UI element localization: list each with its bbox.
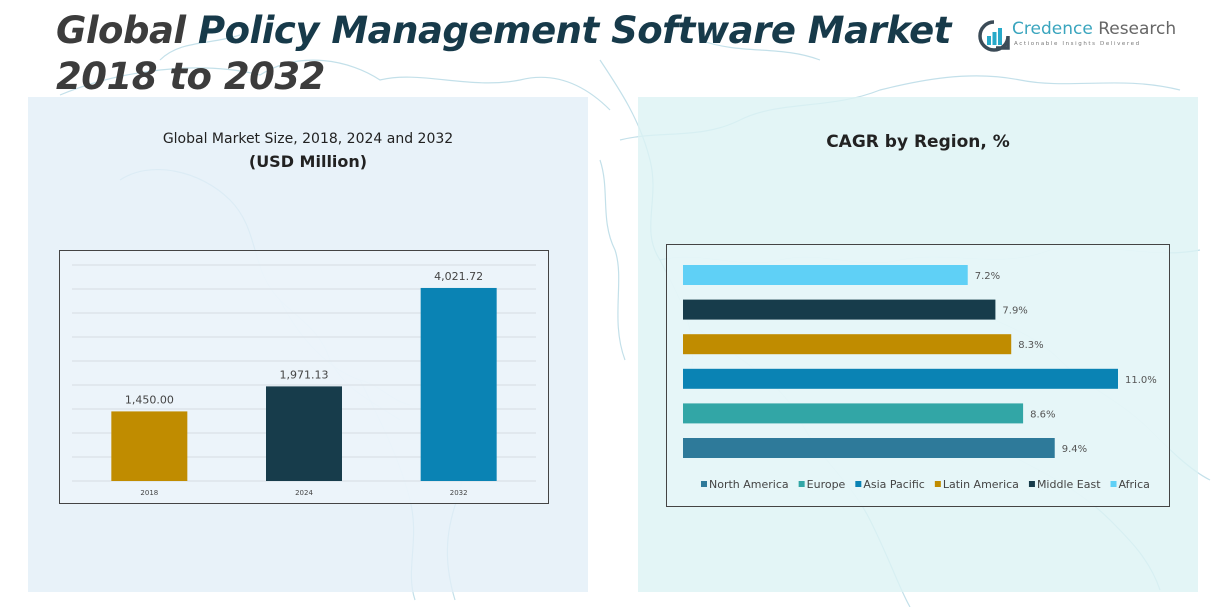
market-size-subtitle: (USD Million) — [248, 152, 368, 171]
legend-label: Africa — [1119, 478, 1150, 491]
market-size-panel: Global Market Size, 2018, 2024 and 2032 … — [28, 97, 588, 592]
logo-tagline: Actionable Insights Delivered — [1014, 41, 1141, 47]
cagr-horizontal-bar-chart: 7.2% 7.9% 8.3% 11.0% 8.6% 9.4% North America E… — [683, 265, 1157, 491]
credence-research-logo: Credence Research Actionable Insights De… — [978, 18, 1178, 54]
bar-2032 — [420, 287, 497, 481]
legend-label: Middle East — [1037, 478, 1101, 491]
x-tick-label: 2018 — [140, 489, 158, 497]
title-prefix: Global — [56, 9, 198, 52]
title-main: Policy Management Software Market — [198, 9, 951, 52]
x-tick-label: 2032 — [450, 489, 468, 497]
bar-asia-pacific — [683, 368, 1118, 389]
bar-latin-america — [683, 334, 1012, 355]
bar-2018 — [111, 411, 188, 481]
legend-item: Africa — [1110, 478, 1150, 491]
cagr-title: CAGR by Region, % — [826, 132, 1010, 152]
legend-label: Asia Pacific — [863, 478, 925, 491]
bar-value-label: 7.9% — [1002, 306, 1027, 317]
legend-swatch — [1028, 481, 1035, 487]
legend-swatch — [934, 481, 941, 487]
legend-item: North America — [701, 478, 789, 491]
legend-label: North America — [709, 478, 789, 491]
legend-swatch — [855, 481, 862, 487]
x-tick-label: 2024 — [295, 489, 313, 497]
cagr-panel: CAGR by Region, % 7.2% 7.9% 8.3% 11.0% 8.6% 9… — [638, 97, 1198, 592]
cagr-chart: 7.2% 7.9% 8.3% 11.0% 8.6% 9.4% North America E… — [666, 244, 1170, 507]
legend-swatch — [798, 481, 805, 487]
bar-middle-east — [683, 299, 996, 320]
bar-value-label: 1,971.13 — [280, 368, 329, 381]
market-size-chart: 1,450.00 1,971.13 4,021.72 2018 2024 2032 — [59, 250, 549, 504]
bar-value-label: 4,021.72 — [434, 270, 483, 283]
bar-value-label: 7.2% — [975, 271, 1000, 282]
bar-north-america — [683, 438, 1055, 458]
page-title: Global Policy Management Software Market… — [56, 8, 951, 100]
bar-value-label: 8.3% — [1018, 340, 1043, 351]
logo-name: Credence Research — [1012, 19, 1177, 39]
market-size-title: Global Market Size, 2018, 2024 and 2032 — [162, 131, 454, 147]
bar-value-label: 11.0% — [1125, 375, 1157, 386]
legend-item: Latin America — [934, 478, 1019, 491]
bar-africa — [683, 265, 968, 285]
legend-label: Europe — [807, 478, 846, 491]
bar-chart-circle-icon — [978, 20, 1010, 52]
bar-value-label: 8.6% — [1030, 409, 1055, 420]
bar-europe — [683, 403, 1024, 424]
bar-value-label: 9.4% — [1062, 444, 1087, 455]
legend-item: Asia Pacific — [855, 478, 925, 491]
market-size-bar-chart: 1,450.00 1,971.13 4,021.72 2018 2024 2032 — [72, 264, 536, 497]
bar-2024 — [266, 386, 342, 481]
legend-label: Latin America — [943, 478, 1019, 491]
legend-swatch — [1110, 481, 1117, 487]
legend-item: Middle East — [1028, 478, 1101, 491]
bar-value-label: 1,450.00 — [125, 393, 174, 406]
title-years: 2018 to 2032 — [56, 55, 325, 98]
legend-item: Europe — [798, 478, 846, 491]
legend-swatch — [701, 481, 707, 487]
